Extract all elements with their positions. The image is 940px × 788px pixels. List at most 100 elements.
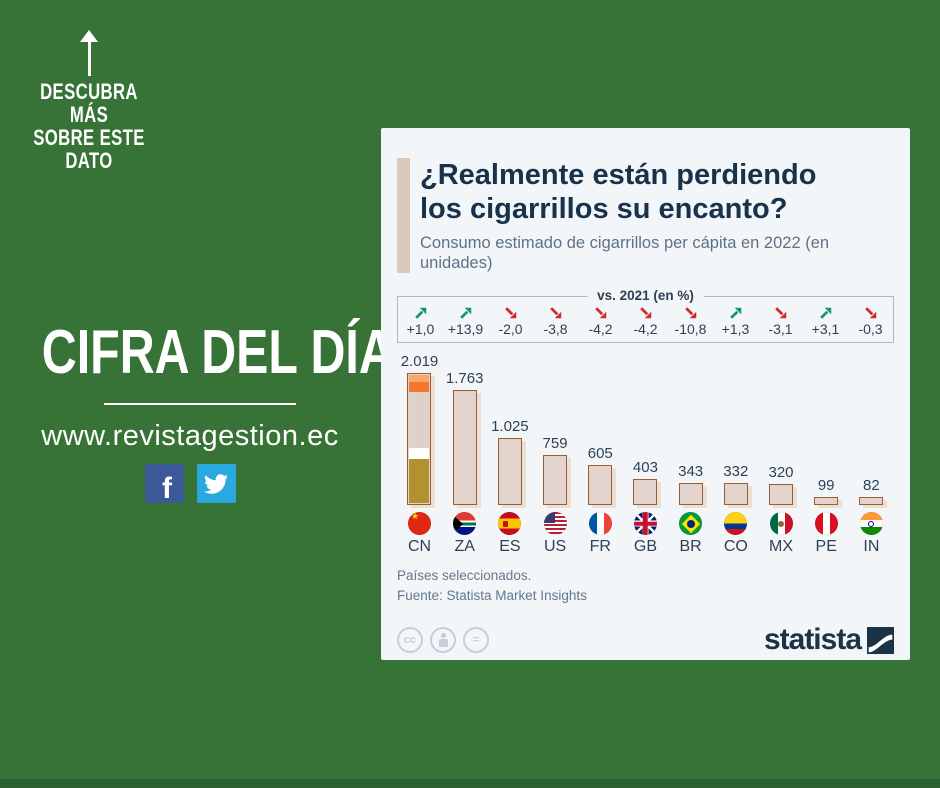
statista-chart-card: ¿Realmente están perdiendo los cigarrill… bbox=[381, 128, 910, 660]
bar-co bbox=[723, 483, 748, 505]
change-cell: -4,2 bbox=[623, 306, 668, 337]
bar-stack: 2.019 bbox=[400, 347, 439, 505]
trend-down-icon bbox=[639, 307, 651, 319]
flag-co-icon bbox=[724, 512, 748, 535]
change-value: +1,3 bbox=[721, 321, 750, 337]
change-value: -10,8 bbox=[674, 321, 707, 337]
bar-cn bbox=[407, 373, 432, 505]
cigarette-ember bbox=[409, 375, 430, 392]
country-code-label: PE bbox=[815, 538, 837, 555]
flag-pe-icon bbox=[814, 512, 838, 535]
cigarette-paper bbox=[409, 391, 430, 448]
license-icons: cc = bbox=[397, 627, 489, 653]
bar-stack: 403 bbox=[633, 347, 658, 505]
twitter-button[interactable] bbox=[196, 464, 236, 503]
bar-stack: 1.025 bbox=[491, 347, 529, 505]
bar-us bbox=[543, 455, 568, 505]
change-cell: +1,0 bbox=[398, 306, 443, 337]
bar-gb bbox=[633, 479, 658, 505]
change-value: -2,0 bbox=[498, 321, 523, 337]
change-value: +3,1 bbox=[811, 321, 840, 337]
trend-up-icon bbox=[459, 307, 471, 319]
cta-line-3: DATO bbox=[65, 148, 113, 173]
change-cell: -10,8 bbox=[668, 306, 713, 337]
website-link[interactable]: www.revistagestion.ec bbox=[41, 420, 339, 452]
bar-za bbox=[452, 390, 477, 505]
country-code-label: CO bbox=[723, 538, 748, 555]
note-source: Fuente: Statista Market Insights bbox=[397, 588, 587, 603]
statista-mark-icon bbox=[867, 626, 894, 654]
trend-down-icon bbox=[504, 307, 516, 319]
up-arrow-stem bbox=[87, 42, 91, 76]
cta-line-2: SOBRE ESTE bbox=[33, 125, 145, 150]
statista-wordmark: statista bbox=[763, 623, 862, 656]
change-cell: -3,1 bbox=[758, 306, 803, 337]
twitter-bird-icon bbox=[204, 473, 228, 494]
bar-value-label: 332 bbox=[723, 463, 749, 480]
flag-es-icon bbox=[498, 512, 522, 535]
cc-icon: cc bbox=[397, 627, 423, 653]
cigarette-filter bbox=[409, 459, 430, 503]
comparison-row: +1,0 +13,9 -2,0 -3,8 -4,2 -4,2 -10,8 +1,3 -3,1 +3… bbox=[398, 306, 893, 337]
bar-column-cn: 2.019 CN bbox=[397, 347, 442, 556]
bar-fr bbox=[588, 465, 613, 505]
trend-down-icon bbox=[684, 307, 696, 319]
trend-down-icon bbox=[594, 307, 606, 319]
statista-logo: statista bbox=[764, 623, 894, 657]
bar-value-label: 2.019 bbox=[400, 353, 439, 370]
bar-mx bbox=[769, 484, 793, 505]
country-code-label: IN bbox=[863, 538, 880, 555]
comparison-box: vs. 2021 (en %) +1,0 +13,9 -2,0 -3,8 -4,2 -4,… bbox=[397, 288, 894, 343]
cc-nd-icon: = bbox=[463, 627, 489, 653]
facebook-f-icon: f bbox=[162, 471, 172, 504]
bar-stack: 1.763 bbox=[446, 347, 483, 505]
up-arrow-head bbox=[80, 30, 98, 42]
bar-value-label: 1.025 bbox=[491, 418, 529, 435]
page-title: CIFRA DEL DÍA bbox=[41, 318, 394, 387]
bar-stack: 605 bbox=[588, 347, 613, 505]
change-value: -3,1 bbox=[768, 321, 793, 337]
bar-column-za: 1.763 ZA bbox=[442, 347, 487, 556]
trend-up-icon bbox=[414, 307, 426, 319]
person-body bbox=[438, 639, 448, 647]
bar-stack: 343 bbox=[678, 347, 703, 505]
flag-fr-icon bbox=[588, 512, 612, 535]
change-cell: -4,2 bbox=[578, 306, 623, 337]
change-value: -0,3 bbox=[858, 321, 883, 337]
bar-value-label: 82 bbox=[863, 477, 880, 494]
chart-title-line-2: los cigarrillos su encanto? bbox=[420, 193, 788, 225]
change-cell: +13,9 bbox=[443, 306, 488, 337]
cta-line-1: DESCUBRA MÁS bbox=[40, 79, 138, 127]
facebook-button[interactable]: f bbox=[144, 464, 184, 504]
change-value: +13,9 bbox=[447, 321, 484, 337]
trend-down-icon bbox=[774, 307, 786, 319]
country-code-label: CN bbox=[407, 538, 432, 555]
bar-value-label: 759 bbox=[542, 435, 568, 452]
bar-column-fr: 605 FR bbox=[578, 347, 623, 556]
bar-in bbox=[859, 497, 884, 505]
bar-chart: 2.019 CN 1.763 ZA 1.025 ES 759 US 605 FR 403 GB 343 B… bbox=[397, 347, 894, 556]
bar-column-pe: 99 PE bbox=[804, 347, 849, 556]
trend-down-icon bbox=[549, 307, 561, 319]
country-code-label: US bbox=[543, 538, 567, 555]
person-glyph bbox=[438, 633, 448, 647]
bar-stack: 332 bbox=[723, 347, 748, 505]
flag-us-icon bbox=[543, 512, 567, 535]
country-code-label: ES bbox=[499, 538, 521, 555]
bar-br bbox=[678, 483, 703, 505]
chart-title: ¿Realmente están perdiendo los cigarrill… bbox=[420, 158, 894, 226]
flag-gb-icon bbox=[633, 512, 657, 535]
country-code-label: BR bbox=[679, 538, 702, 555]
bar-stack: 82 bbox=[859, 347, 884, 505]
flag-br-icon bbox=[679, 512, 703, 535]
bar-column-mx: 320 MX bbox=[759, 347, 804, 556]
change-cell: -2,0 bbox=[488, 306, 533, 337]
chart-title-line-1: ¿Realmente están perdiendo bbox=[420, 159, 817, 191]
flag-cn-icon bbox=[408, 512, 431, 535]
trend-up-icon bbox=[819, 307, 831, 319]
bar-column-us: 759 US bbox=[533, 347, 578, 556]
headline-divider bbox=[104, 403, 296, 405]
note-scope: Países seleccionados. bbox=[397, 568, 532, 583]
bar-value-label: 320 bbox=[768, 464, 794, 481]
change-cell: -3,8 bbox=[533, 306, 578, 337]
